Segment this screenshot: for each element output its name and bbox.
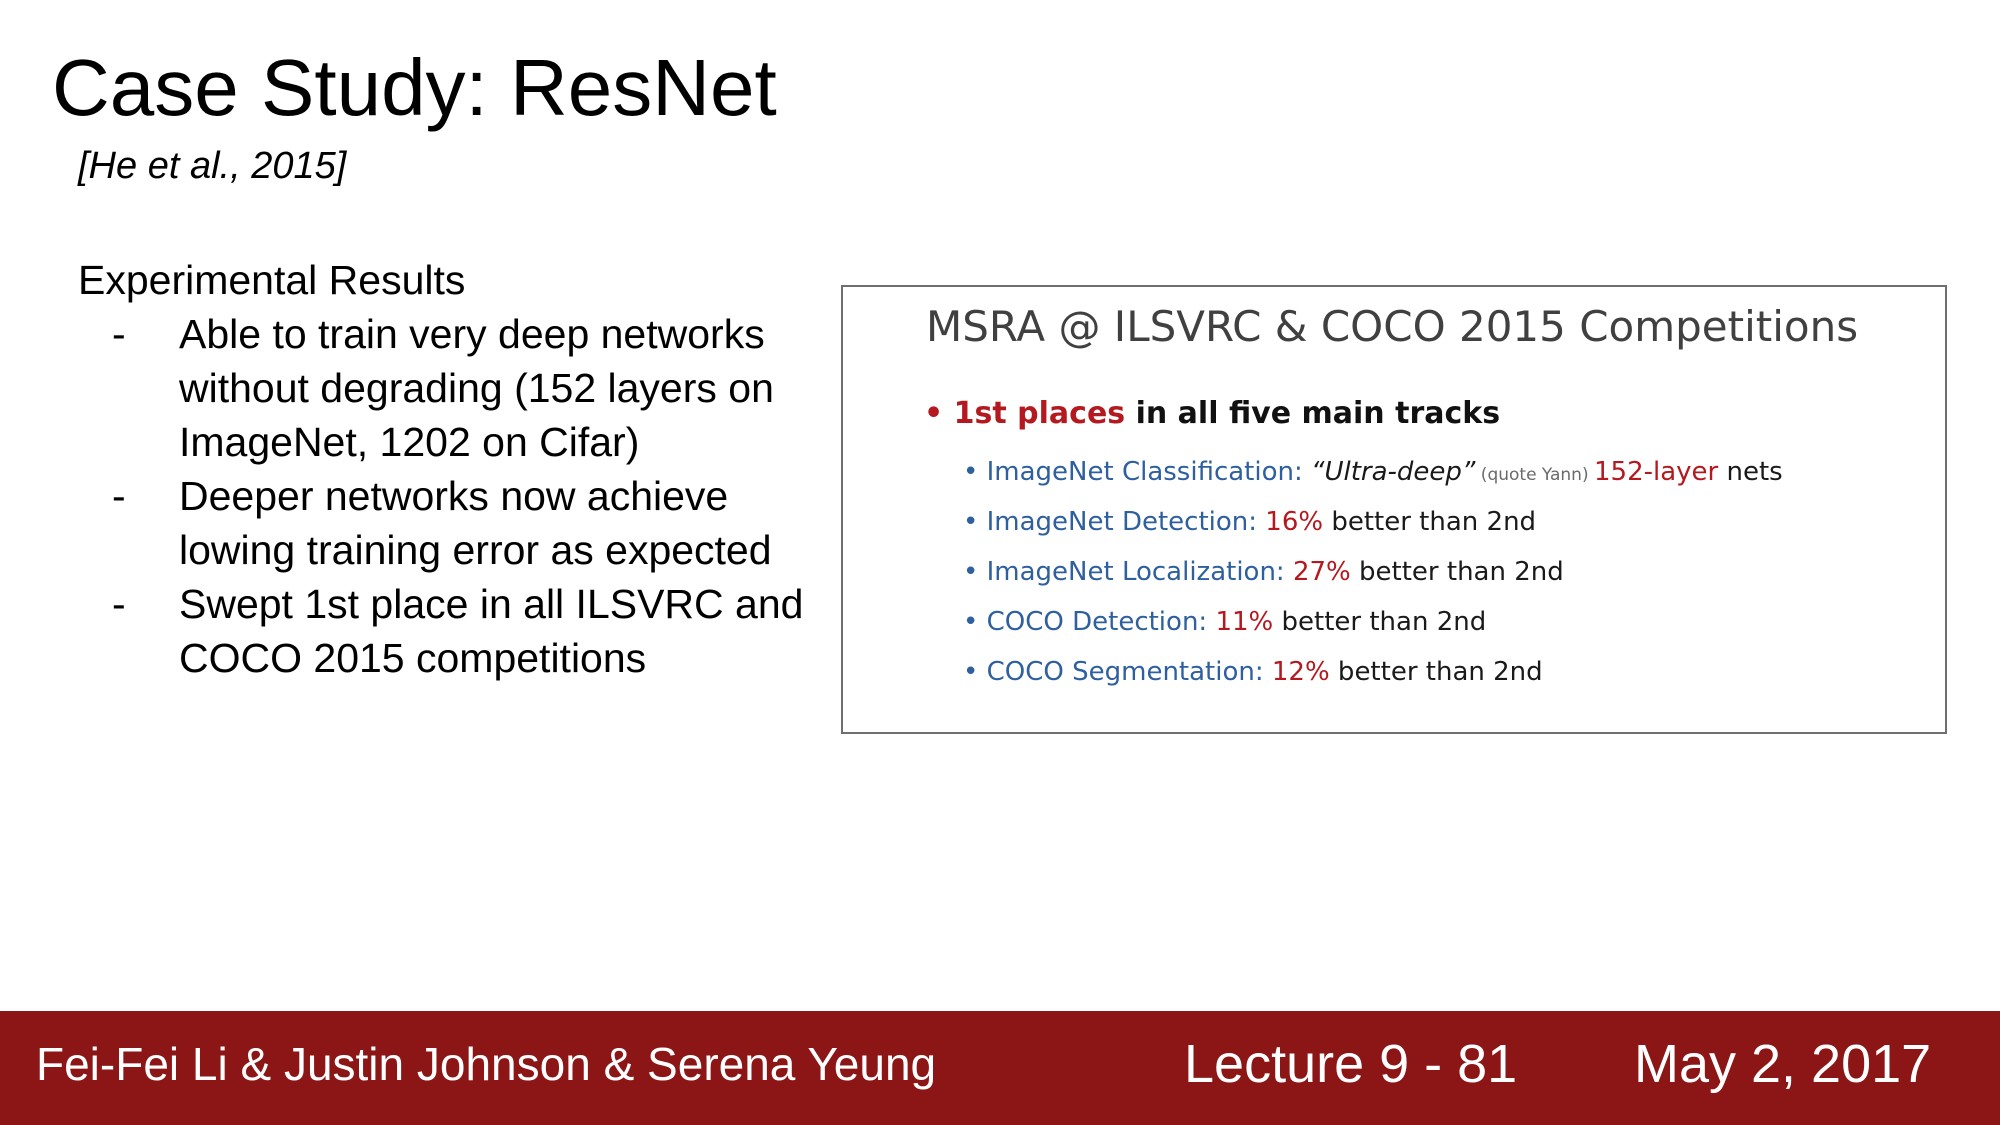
list-item: • ImageNet Classification: “Ultra-deep” … [963,447,1783,497]
bullet-marker: • [963,507,979,537]
list-item: • ImageNet Detection: 16% better than 2n… [963,497,1783,547]
bullet-marker: • [963,657,979,687]
panel-title: MSRA @ ILSVRC & COCO 2015 Competitions [926,302,1859,351]
dash-marker: - [112,581,126,627]
footer-bar: Fei-Fei Li & Justin Johnson & Serena Yeu… [0,1011,2000,1125]
competition-results-panel: MSRA @ ILSVRC & COCO 2015 Competitions •… [841,285,1947,734]
dash-marker: - [112,473,126,519]
list-item: - Deeper networks now achieve lowing trai… [78,469,818,577]
results-heading: Experimental Results [78,257,466,303]
list-item: - Swept 1st place in all ILSVRC and COCO … [78,577,818,685]
bullet-marker: • [963,607,979,637]
bullet-text: Able to train very deep networks without… [179,311,774,465]
list-item: • COCO Segmentation: 12% better than 2nd [963,647,1783,697]
rest-text: better than 2nd [1329,657,1543,687]
highlight-text: 11% [1215,607,1274,637]
track-label: COCO Segmentation: [986,657,1272,687]
track-list: • ImageNet Classification: “Ultra-deep” … [963,447,1783,697]
quote-text: “Ultra-deep” [1311,457,1476,487]
list-item: - Able to train very deep networks withou… [78,307,818,469]
bullet-text: Deeper networks now achieve lowing train… [179,473,772,573]
footer-date: May 2, 2017 [1634,1034,1932,1094]
bullet-marker: • [963,557,979,587]
experimental-results: Experimental Results - Able to train very… [78,253,818,685]
highlight-text: 152-layer [1593,457,1719,487]
highlight-text: 27% [1292,557,1351,587]
track-label: ImageNet Classification: [986,457,1311,487]
bullet-text: Swept 1st place in all ILSVRC and COCO 2… [179,581,804,681]
highlight-text: 1st places [953,396,1126,431]
track-label: COCO Detection: [986,607,1216,637]
footer-lecture-number: Lecture 9 - 81 [1184,1034,1518,1094]
panel-main-bullet: • 1st places in all five main tracks [924,394,1500,434]
highlight-text: 16% [1265,507,1324,537]
list-item: • ImageNet Localization: 27% better than… [963,547,1783,597]
note-text: (quote Yann) [1475,465,1594,485]
bullet-marker: • [963,457,979,487]
main-bullet-text: in all five main tracks [1125,396,1501,431]
rest-text: better than 2nd [1273,607,1487,637]
highlight-text: 12% [1271,657,1330,687]
rest-text: better than 2nd [1350,557,1564,587]
results-list: - Able to train very deep networks withou… [78,307,818,685]
rest-text: better than 2nd [1323,507,1537,537]
slide-title: Case Study: ResNet [52,43,777,132]
dash-marker: - [112,311,126,357]
track-label: ImageNet Detection: [986,507,1266,537]
bullet-marker: • [924,396,944,431]
track-label: ImageNet Localization: [986,557,1293,587]
citation: [He et al., 2015] [78,145,347,187]
list-item: • COCO Detection: 11% better than 2nd [963,597,1783,647]
footer-authors: Fei-Fei Li & Justin Johnson & Serena Yeu… [36,1038,937,1090]
rest-text: nets [1718,457,1783,487]
